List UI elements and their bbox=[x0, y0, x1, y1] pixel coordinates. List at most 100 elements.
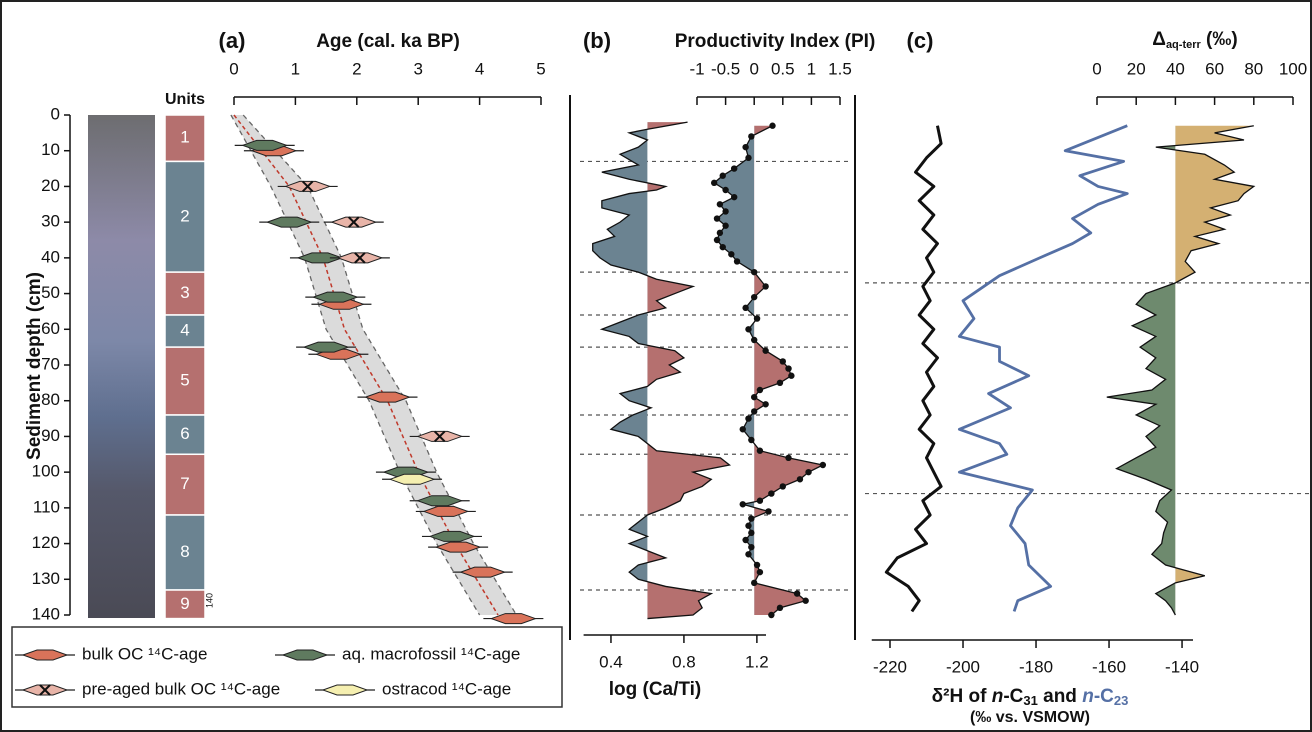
label-part: 23 bbox=[1114, 693, 1128, 708]
unit-label: 6 bbox=[180, 424, 189, 443]
pi-point bbox=[748, 436, 755, 444]
cross bbox=[39, 684, 51, 696]
x-tick-label: -1 bbox=[689, 59, 704, 78]
x-tick-label: 0 bbox=[229, 59, 238, 78]
pi-point bbox=[742, 304, 749, 312]
label-part: n bbox=[992, 686, 1004, 707]
area-line bbox=[1106, 125, 1256, 616]
y-tick-label: 50 bbox=[41, 283, 60, 302]
pi-point bbox=[748, 543, 755, 551]
x-tick-label: 0.8 bbox=[672, 652, 696, 671]
isotope-line bbox=[884, 125, 943, 613]
legend-marker bbox=[281, 649, 329, 661]
pi-point bbox=[713, 215, 721, 222]
pi-point bbox=[765, 508, 772, 515]
pi-point bbox=[793, 590, 801, 597]
area-line bbox=[592, 121, 732, 620]
pi-point bbox=[751, 293, 758, 301]
x-tick-label: -180 bbox=[1019, 657, 1053, 676]
annotation: 140 bbox=[204, 593, 214, 608]
age-marker bbox=[434, 541, 482, 553]
unit-block bbox=[164, 514, 206, 591]
x-tick-label: -160 bbox=[1092, 657, 1126, 676]
cross bbox=[433, 430, 446, 443]
pi-point bbox=[713, 236, 721, 244]
pi-point bbox=[762, 401, 769, 408]
x-tick-label: 0.5 bbox=[771, 59, 795, 78]
age-marker bbox=[302, 341, 350, 353]
pi-point bbox=[710, 179, 718, 187]
label-part: n bbox=[1082, 686, 1094, 707]
age-marker bbox=[241, 139, 289, 151]
pi-point bbox=[728, 251, 735, 258]
pi-point bbox=[748, 529, 755, 537]
pi-point bbox=[756, 497, 764, 504]
pi-point bbox=[756, 568, 764, 576]
age-marker bbox=[311, 291, 359, 303]
x-tick-label: 0 bbox=[749, 59, 758, 78]
label-part: and bbox=[1038, 686, 1082, 707]
y-tick-label: 90 bbox=[41, 426, 60, 445]
pi-point bbox=[756, 386, 764, 394]
legend-label: pre-aged bulk OC ¹⁴C-age bbox=[82, 679, 280, 698]
pi-point bbox=[719, 243, 726, 251]
label-part: δ²H of bbox=[932, 686, 992, 707]
x-tick-label: 60 bbox=[1205, 59, 1224, 78]
x-axis-label: Age (cal. ka BP) bbox=[316, 31, 460, 52]
age-marker bbox=[416, 495, 464, 507]
pi-point bbox=[762, 283, 769, 290]
x-tick-label: 1 bbox=[807, 59, 816, 78]
pi-point bbox=[796, 476, 804, 483]
x-tick-label: 1.5 bbox=[828, 59, 852, 78]
label-part: Δ bbox=[1152, 29, 1166, 50]
age-marker bbox=[388, 473, 436, 485]
area-fill bbox=[647, 122, 730, 619]
pi-point bbox=[751, 408, 758, 415]
panel-label: (c) bbox=[907, 28, 934, 53]
panel-label: (a) bbox=[219, 28, 246, 53]
pi-point bbox=[722, 208, 729, 215]
pi-point bbox=[745, 551, 752, 558]
unit-label: 4 bbox=[180, 321, 189, 340]
x-axis-label: log (Ca/Ti) bbox=[609, 679, 702, 700]
y-tick-label: 130 bbox=[32, 569, 60, 588]
label-part: -C bbox=[1094, 686, 1114, 707]
x-tick-label: 80 bbox=[1244, 59, 1263, 78]
unit-block bbox=[164, 346, 206, 416]
x-tick-label: -200 bbox=[946, 657, 980, 676]
label-part: (‰) bbox=[1201, 29, 1238, 50]
age-marker bbox=[265, 216, 313, 228]
legend bbox=[11, 626, 563, 708]
x-axis-label: Δaq-terr (‰) bbox=[1152, 29, 1237, 51]
age-marker bbox=[422, 505, 470, 517]
cross bbox=[354, 252, 366, 264]
age-model-bound bbox=[230, 114, 481, 616]
x-tick-label: 100 bbox=[1279, 59, 1307, 78]
y-tick-label: 20 bbox=[41, 176, 60, 195]
y-tick-label: 120 bbox=[32, 533, 60, 552]
pi-point bbox=[745, 326, 752, 333]
y-tick-label: 0 bbox=[51, 104, 60, 123]
age-model-band bbox=[230, 115, 517, 615]
pi-point bbox=[785, 454, 792, 462]
isotope-line bbox=[957, 124, 1129, 612]
pi-point bbox=[733, 258, 741, 265]
area-fill bbox=[1175, 125, 1254, 583]
area-fill bbox=[714, 134, 755, 562]
pi-point bbox=[768, 490, 775, 497]
age-marker bbox=[459, 566, 507, 578]
pi-point bbox=[779, 483, 786, 490]
pi-point bbox=[802, 597, 809, 604]
pi-point bbox=[776, 604, 784, 612]
pi-point bbox=[742, 536, 749, 544]
area-fill bbox=[592, 129, 648, 582]
legend-marker bbox=[21, 649, 69, 661]
pi-point bbox=[739, 426, 746, 433]
cross bbox=[301, 180, 314, 193]
x-tick-label: 0 bbox=[1092, 59, 1101, 78]
y-tick-label: 40 bbox=[41, 247, 60, 266]
pi-point bbox=[730, 165, 738, 172]
x-tick-label: 2 bbox=[352, 59, 361, 78]
unit-label: 3 bbox=[180, 283, 189, 302]
